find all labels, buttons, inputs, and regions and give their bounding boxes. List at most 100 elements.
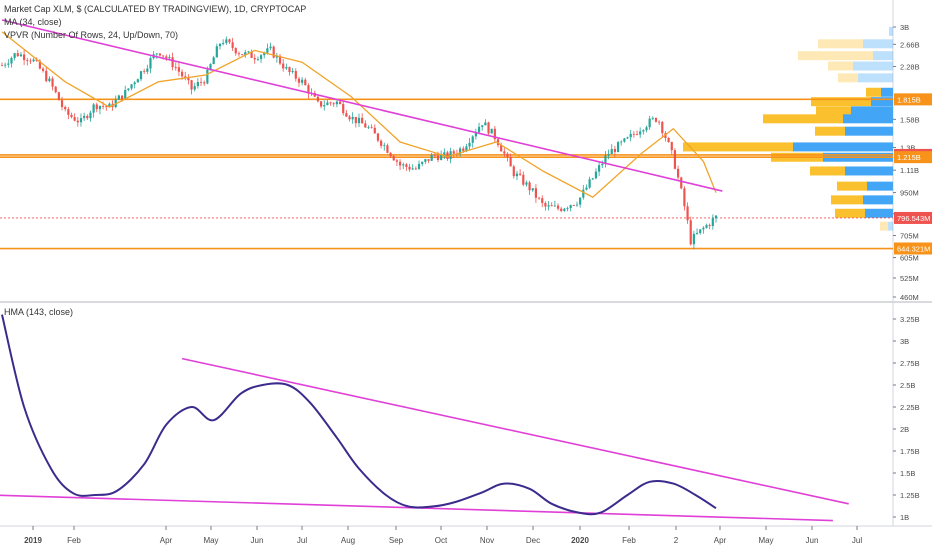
candle-body <box>683 188 686 207</box>
vp-down-bar <box>838 73 858 83</box>
vp-down-bar <box>866 87 881 97</box>
candle-body <box>588 179 591 188</box>
candle-body <box>433 154 436 156</box>
candle-body <box>477 126 481 133</box>
time-tick-label: Feb <box>67 536 81 545</box>
candle-body <box>225 39 228 43</box>
candle-body <box>380 140 383 146</box>
vp-down-bar <box>828 61 853 71</box>
candle-body <box>563 208 566 211</box>
candle-body <box>598 165 601 172</box>
hma-trendline-2 <box>181 357 849 505</box>
time-axis[interactable]: 2019 Feb Apr May Jun Jul Aug Sep Oct Nov Dec 2020 Fe… <box>24 526 862 545</box>
candle-body <box>512 166 515 177</box>
candle-body <box>209 64 212 70</box>
time-tick-label: Sep <box>389 536 404 545</box>
vp-down-bar <box>798 51 873 61</box>
candle-body <box>500 145 503 152</box>
vp-up-bar <box>863 39 893 49</box>
candle-body <box>294 71 297 79</box>
vp-up-bar <box>871 97 893 107</box>
price-label-badge <box>894 93 932 106</box>
candle-body <box>629 133 632 138</box>
candle-body <box>127 88 130 90</box>
candle-body <box>218 43 222 47</box>
candle-body <box>41 68 45 71</box>
candle-body <box>695 232 699 234</box>
candle-body <box>54 86 57 93</box>
candle-body <box>458 148 462 154</box>
candle-body <box>190 80 193 90</box>
candle-body <box>64 107 67 110</box>
candle-body <box>155 53 158 55</box>
candle-body <box>556 205 560 209</box>
candle-body <box>496 139 500 146</box>
candle-body <box>509 157 512 167</box>
candle-body <box>335 101 338 105</box>
candle-body <box>143 71 146 72</box>
candle-body <box>402 164 405 166</box>
candle-body <box>591 178 594 180</box>
candle-body <box>519 173 522 175</box>
candle-body <box>651 117 654 119</box>
candle-body <box>481 125 484 127</box>
candle-body <box>35 59 38 61</box>
candle-body <box>579 197 582 205</box>
horizontal-levels[interactable] <box>0 98 893 250</box>
ma34-path <box>1 31 717 198</box>
vp-down-bar <box>835 208 865 218</box>
candle-body <box>307 85 310 94</box>
candle-body <box>443 152 446 155</box>
candle-body <box>607 153 610 156</box>
candle-body <box>193 86 196 90</box>
time-tick-label: Feb <box>622 536 636 545</box>
candle-body <box>301 79 304 83</box>
candle-body <box>446 152 449 159</box>
candle-body <box>582 189 585 198</box>
vp-up-bar <box>853 61 893 71</box>
candle-body <box>101 105 105 107</box>
candle-body <box>357 117 361 124</box>
candle-body <box>282 63 285 69</box>
candle-body <box>278 55 282 64</box>
candle-body <box>203 82 206 84</box>
candle-body <box>522 174 525 185</box>
price-tick-label: 1.3B <box>900 143 915 152</box>
candle-body <box>171 57 174 68</box>
vp-down-bar <box>816 106 851 116</box>
hma-tick-label: 1.25B <box>900 491 920 500</box>
candle-body <box>133 82 136 85</box>
candle-body <box>515 173 519 177</box>
vp-up-bar <box>851 106 893 116</box>
candle-body <box>550 205 553 207</box>
candle-body <box>430 154 433 161</box>
candle-body <box>408 166 411 170</box>
candle-body <box>370 127 373 129</box>
candle-body <box>256 59 260 60</box>
price-tick-label: 605M <box>900 254 919 263</box>
candle-body <box>465 146 468 151</box>
candle-body <box>462 148 465 151</box>
candle-body <box>686 206 689 221</box>
candle-body <box>383 145 386 147</box>
candle-body <box>250 51 253 58</box>
candle-body <box>162 55 165 57</box>
candle-body <box>626 137 629 139</box>
candle-body <box>531 188 534 191</box>
trendlines[interactable] <box>0 19 849 522</box>
vp-up-bar <box>873 51 893 61</box>
vp-up-bar <box>843 114 893 124</box>
candle-body <box>417 163 421 169</box>
candle-body <box>342 104 345 114</box>
candle-body <box>667 137 670 143</box>
candle-body <box>616 142 620 153</box>
candle-body <box>506 153 509 158</box>
candle-body <box>376 133 380 141</box>
candle-body <box>323 105 326 107</box>
candle-body <box>692 233 695 245</box>
vp-down-bar <box>815 126 845 136</box>
price-axis[interactable]: 3B2.66B2.28B1.58B1.3B1.11B950M820M705M60… <box>893 23 932 522</box>
candle-body <box>316 96 320 102</box>
price-label-badge <box>894 242 932 255</box>
